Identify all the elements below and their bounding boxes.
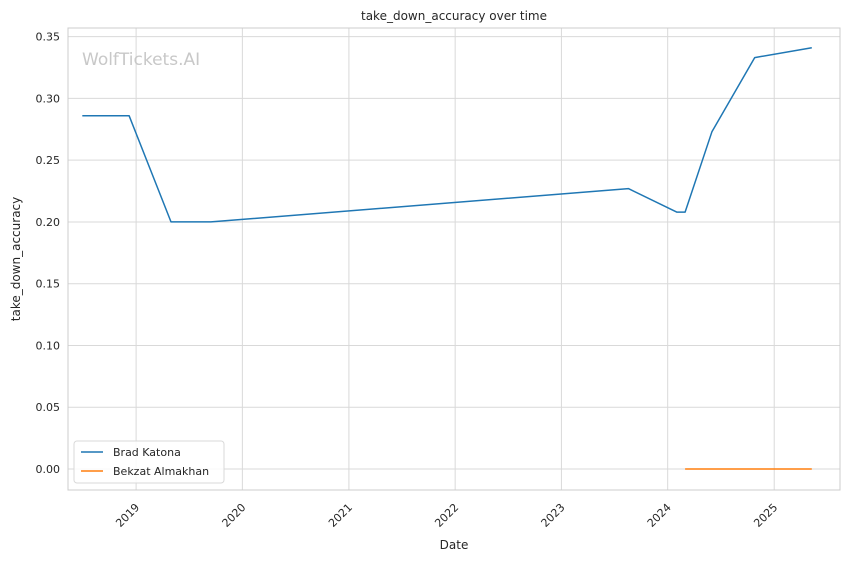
grid <box>68 28 840 490</box>
legend-label: Bekzat Almakhan <box>113 465 209 478</box>
x-tick-label: 2020 <box>219 501 248 530</box>
y-tick-label: 0.05 <box>36 401 61 414</box>
y-tick-label: 0.20 <box>36 216 61 229</box>
x-tick-label: 2024 <box>645 501 674 530</box>
y-tick-label: 0.10 <box>36 339 61 352</box>
legend-label: Brad Katona <box>113 446 181 459</box>
watermark-text: WolfTickets.AI <box>82 50 200 70</box>
legend: Brad Katona Bekzat Almakhan <box>73 440 225 484</box>
y-tick-label: 0.15 <box>36 278 61 291</box>
legend-box <box>73 440 225 484</box>
x-tick-label: 2021 <box>326 501 355 530</box>
series-line-0 <box>82 47 812 223</box>
y-tick-label: 0.00 <box>36 463 61 476</box>
y-tick-labels: 0.00 0.05 0.10 0.15 0.20 0.25 0.30 0.35 <box>36 31 61 476</box>
x-tick-label: 2025 <box>751 501 780 530</box>
plot-frame <box>67 27 841 491</box>
x-tick-label: 2022 <box>432 501 461 530</box>
plot-area <box>68 28 840 490</box>
series-layer <box>82 47 812 470</box>
x-tick-label: 2019 <box>113 501 142 530</box>
x-axis-label: Date <box>440 538 469 552</box>
y-tick-label: 0.25 <box>36 154 61 167</box>
chart-title: take_down_accuracy over time <box>361 9 547 23</box>
y-tick-label: 0.35 <box>36 31 61 44</box>
y-tick-label: 0.30 <box>36 92 61 105</box>
x-tick-labels: 2019 2020 2021 2022 2023 2024 2025 <box>113 501 780 530</box>
y-axis-label: take_down_accuracy <box>9 197 23 321</box>
x-tick-label: 2023 <box>539 501 568 530</box>
